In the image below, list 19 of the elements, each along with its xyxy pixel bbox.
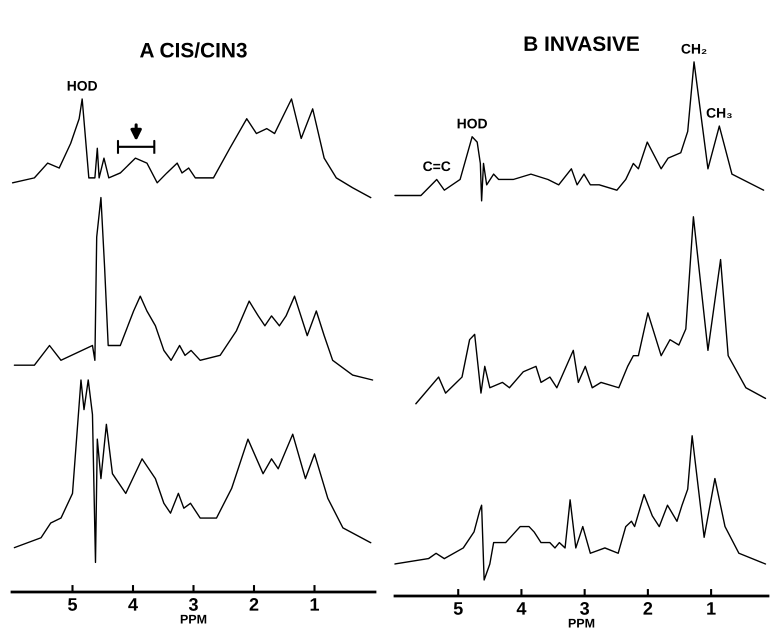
x-tick-label: 4 <box>516 602 526 615</box>
annotation: CH₃ <box>706 108 732 118</box>
annotation: CH₂ <box>681 44 706 54</box>
x-tick-label: 3 <box>188 598 198 611</box>
chart-title: A CIS/CIN3 <box>140 42 247 58</box>
x-tick-label: 4 <box>128 598 138 611</box>
x-tick-label: 2 <box>643 602 652 615</box>
x-axis-title: PPM <box>568 618 594 628</box>
annotation: C=C <box>423 161 450 172</box>
chart-title: B INVASIVE <box>524 36 639 52</box>
x-tick-label: 2 <box>250 598 258 611</box>
x-tick-label: 1 <box>310 598 320 611</box>
x-tick-label: 3 <box>580 602 590 615</box>
x-tick-label: 5 <box>68 598 78 611</box>
x-tick-label: 5 <box>454 602 463 615</box>
annotation: HOD <box>68 80 98 91</box>
x-tick-label: 1 <box>707 602 716 615</box>
annotation: HOD <box>458 118 487 128</box>
x-axis-title: PPM <box>180 614 206 624</box>
